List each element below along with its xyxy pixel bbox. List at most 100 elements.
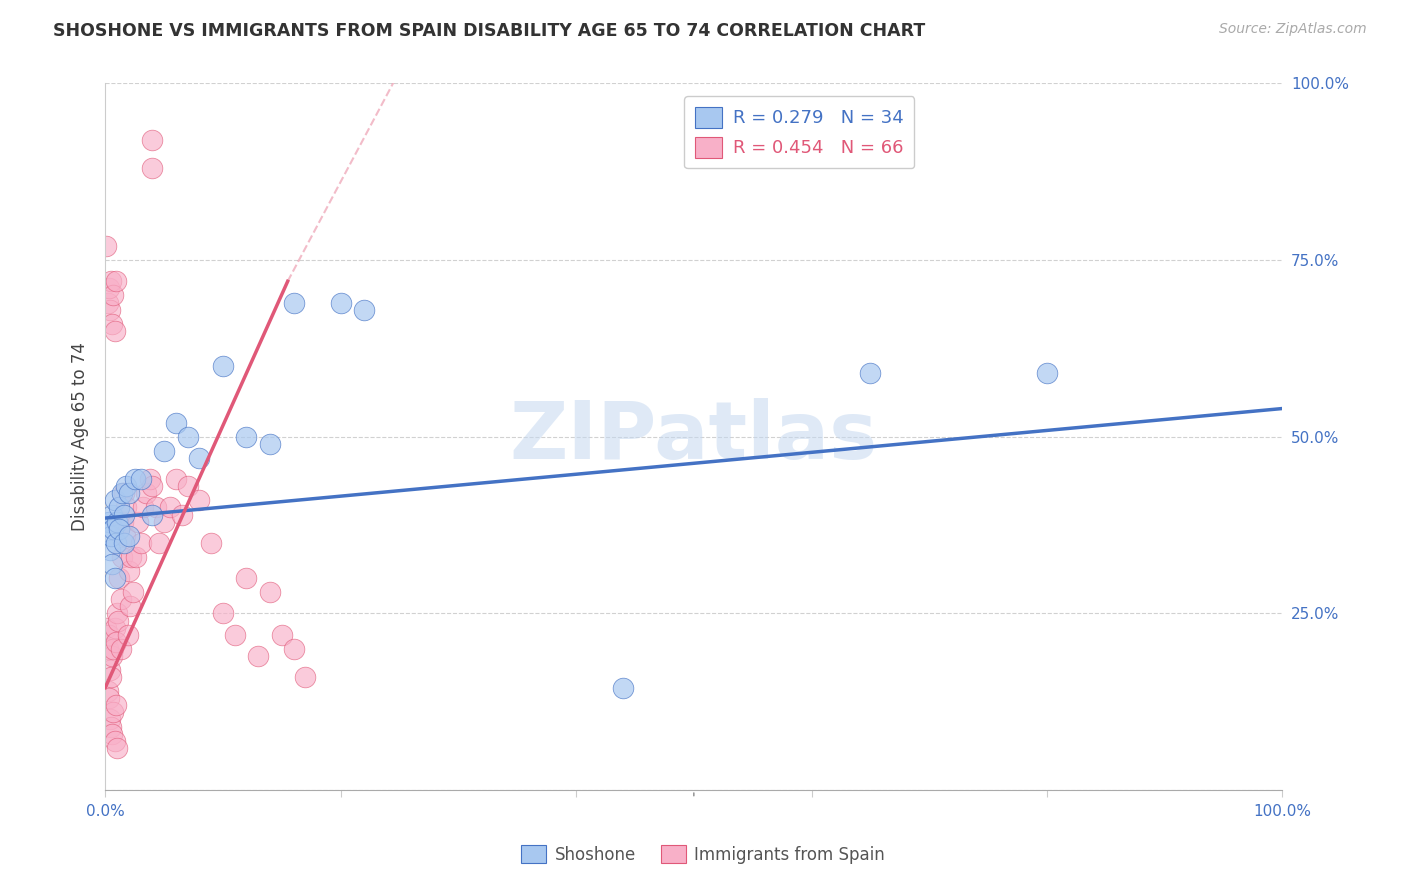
Point xyxy=(283,295,305,310)
Point xyxy=(98,542,121,557)
Point xyxy=(104,536,127,550)
Point xyxy=(159,500,181,515)
Point xyxy=(97,281,120,295)
Point xyxy=(170,508,193,522)
Point xyxy=(118,599,141,614)
Point xyxy=(859,366,882,380)
Point xyxy=(270,628,292,642)
Point xyxy=(329,295,352,310)
Point xyxy=(118,486,141,500)
Point xyxy=(153,515,176,529)
Point xyxy=(105,515,128,529)
Point xyxy=(259,585,281,599)
Point xyxy=(97,641,120,656)
Point xyxy=(103,288,125,302)
Legend: Shoshone, Immigrants from Spain: Shoshone, Immigrants from Spain xyxy=(515,838,891,871)
Point xyxy=(96,239,118,253)
Point xyxy=(107,614,129,628)
Point xyxy=(188,450,211,465)
Point xyxy=(148,536,170,550)
Point xyxy=(98,302,121,317)
Text: Source: ZipAtlas.com: Source: ZipAtlas.com xyxy=(1219,22,1367,37)
Point xyxy=(129,472,152,486)
Point xyxy=(115,479,138,493)
Point xyxy=(247,648,270,663)
Point xyxy=(110,592,132,607)
Point xyxy=(200,536,222,550)
Point xyxy=(111,486,134,500)
Point xyxy=(108,522,131,536)
Y-axis label: Disability Age 65 to 74: Disability Age 65 to 74 xyxy=(72,343,89,532)
Point xyxy=(100,670,122,684)
Point xyxy=(124,472,146,486)
Point xyxy=(139,472,162,486)
Point xyxy=(1036,366,1059,380)
Point xyxy=(129,536,152,550)
Point xyxy=(224,628,246,642)
Point xyxy=(104,621,127,635)
Point xyxy=(101,726,124,740)
Point xyxy=(103,641,125,656)
Point xyxy=(97,628,120,642)
Point xyxy=(135,486,157,500)
Point xyxy=(294,670,316,684)
Point xyxy=(153,444,176,458)
Point xyxy=(104,493,127,508)
Point xyxy=(118,564,141,578)
Point xyxy=(101,317,124,331)
Point xyxy=(104,324,127,338)
Legend: R = 0.279   N = 34, R = 0.454   N = 66: R = 0.279 N = 34, R = 0.454 N = 66 xyxy=(685,96,914,169)
Point xyxy=(101,557,124,571)
Point xyxy=(141,161,163,176)
Point xyxy=(176,479,198,493)
Point xyxy=(141,133,163,147)
Point xyxy=(112,486,135,500)
Point xyxy=(176,430,198,444)
Point xyxy=(104,634,127,648)
Point xyxy=(104,698,127,713)
Point xyxy=(112,508,135,522)
Point xyxy=(111,515,134,529)
Point xyxy=(104,733,127,747)
Point xyxy=(235,571,257,585)
Point xyxy=(97,691,120,706)
Point xyxy=(117,628,139,642)
Point xyxy=(108,500,131,515)
Point xyxy=(105,740,128,755)
Point xyxy=(103,706,125,720)
Point xyxy=(132,500,155,515)
Point xyxy=(104,571,127,585)
Point xyxy=(127,515,149,529)
Point xyxy=(105,607,128,621)
Text: ZIPatlas: ZIPatlas xyxy=(510,398,877,475)
Point xyxy=(100,719,122,733)
Point xyxy=(165,472,187,486)
Point xyxy=(145,500,167,515)
Point xyxy=(118,529,141,543)
Point xyxy=(235,430,257,444)
Point xyxy=(114,529,136,543)
Point xyxy=(188,493,211,508)
Point xyxy=(98,663,121,677)
Point xyxy=(141,508,163,522)
Point xyxy=(103,522,125,536)
Point xyxy=(97,295,120,310)
Point xyxy=(101,648,124,663)
Point xyxy=(259,437,281,451)
Point xyxy=(120,549,142,564)
Text: SHOSHONE VS IMMIGRANTS FROM SPAIN DISABILITY AGE 65 TO 74 CORRELATION CHART: SHOSHONE VS IMMIGRANTS FROM SPAIN DISABI… xyxy=(53,22,925,40)
Point xyxy=(212,359,235,373)
Point xyxy=(97,515,120,529)
Point xyxy=(353,302,375,317)
Point xyxy=(122,585,145,599)
Point xyxy=(96,621,118,635)
Point xyxy=(125,549,148,564)
Point xyxy=(98,713,121,727)
Point xyxy=(115,500,138,515)
Point xyxy=(110,641,132,656)
Point xyxy=(104,274,127,288)
Point xyxy=(100,529,122,543)
Point xyxy=(100,274,122,288)
Point xyxy=(108,571,131,585)
Point xyxy=(283,641,305,656)
